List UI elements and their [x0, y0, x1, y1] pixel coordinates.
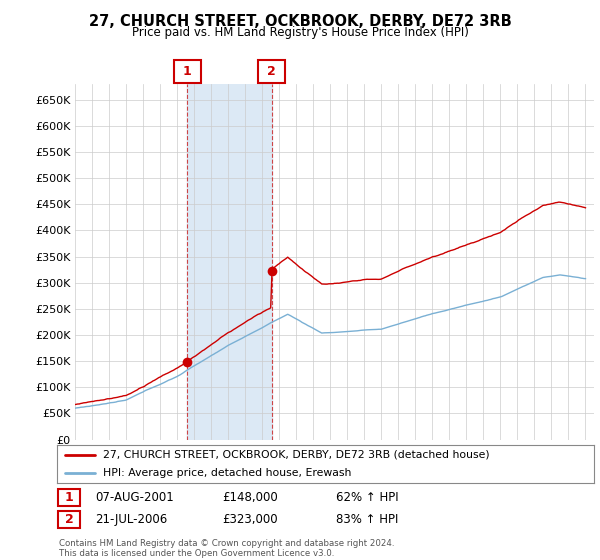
Text: 2: 2: [65, 513, 74, 526]
Text: 1: 1: [183, 65, 191, 78]
Text: HPI: Average price, detached house, Erewash: HPI: Average price, detached house, Erew…: [103, 468, 351, 478]
Bar: [187, 84, 272, 440]
Text: 62% ↑ HPI: 62% ↑ HPI: [336, 491, 398, 504]
Text: 27, CHURCH STREET, OCKBROOK, DERBY, DE72 3RB: 27, CHURCH STREET, OCKBROOK, DERBY, DE72…: [89, 14, 511, 29]
Text: Price paid vs. HM Land Registry's House Price Index (HPI): Price paid vs. HM Land Registry's House …: [131, 26, 469, 39]
Text: Contains HM Land Registry data © Crown copyright and database right 2024.
This d: Contains HM Land Registry data © Crown c…: [59, 539, 394, 558]
Text: 21-JUL-2006: 21-JUL-2006: [95, 513, 167, 526]
Text: 27, CHURCH STREET, OCKBROOK, DERBY, DE72 3RB (detached house): 27, CHURCH STREET, OCKBROOK, DERBY, DE72…: [103, 450, 489, 460]
Text: £148,000: £148,000: [222, 491, 278, 504]
Text: £323,000: £323,000: [222, 513, 278, 526]
Text: 2: 2: [267, 65, 276, 78]
Text: 83% ↑ HPI: 83% ↑ HPI: [336, 513, 398, 526]
Text: 07-AUG-2001: 07-AUG-2001: [95, 491, 173, 504]
Text: 1: 1: [65, 491, 74, 504]
